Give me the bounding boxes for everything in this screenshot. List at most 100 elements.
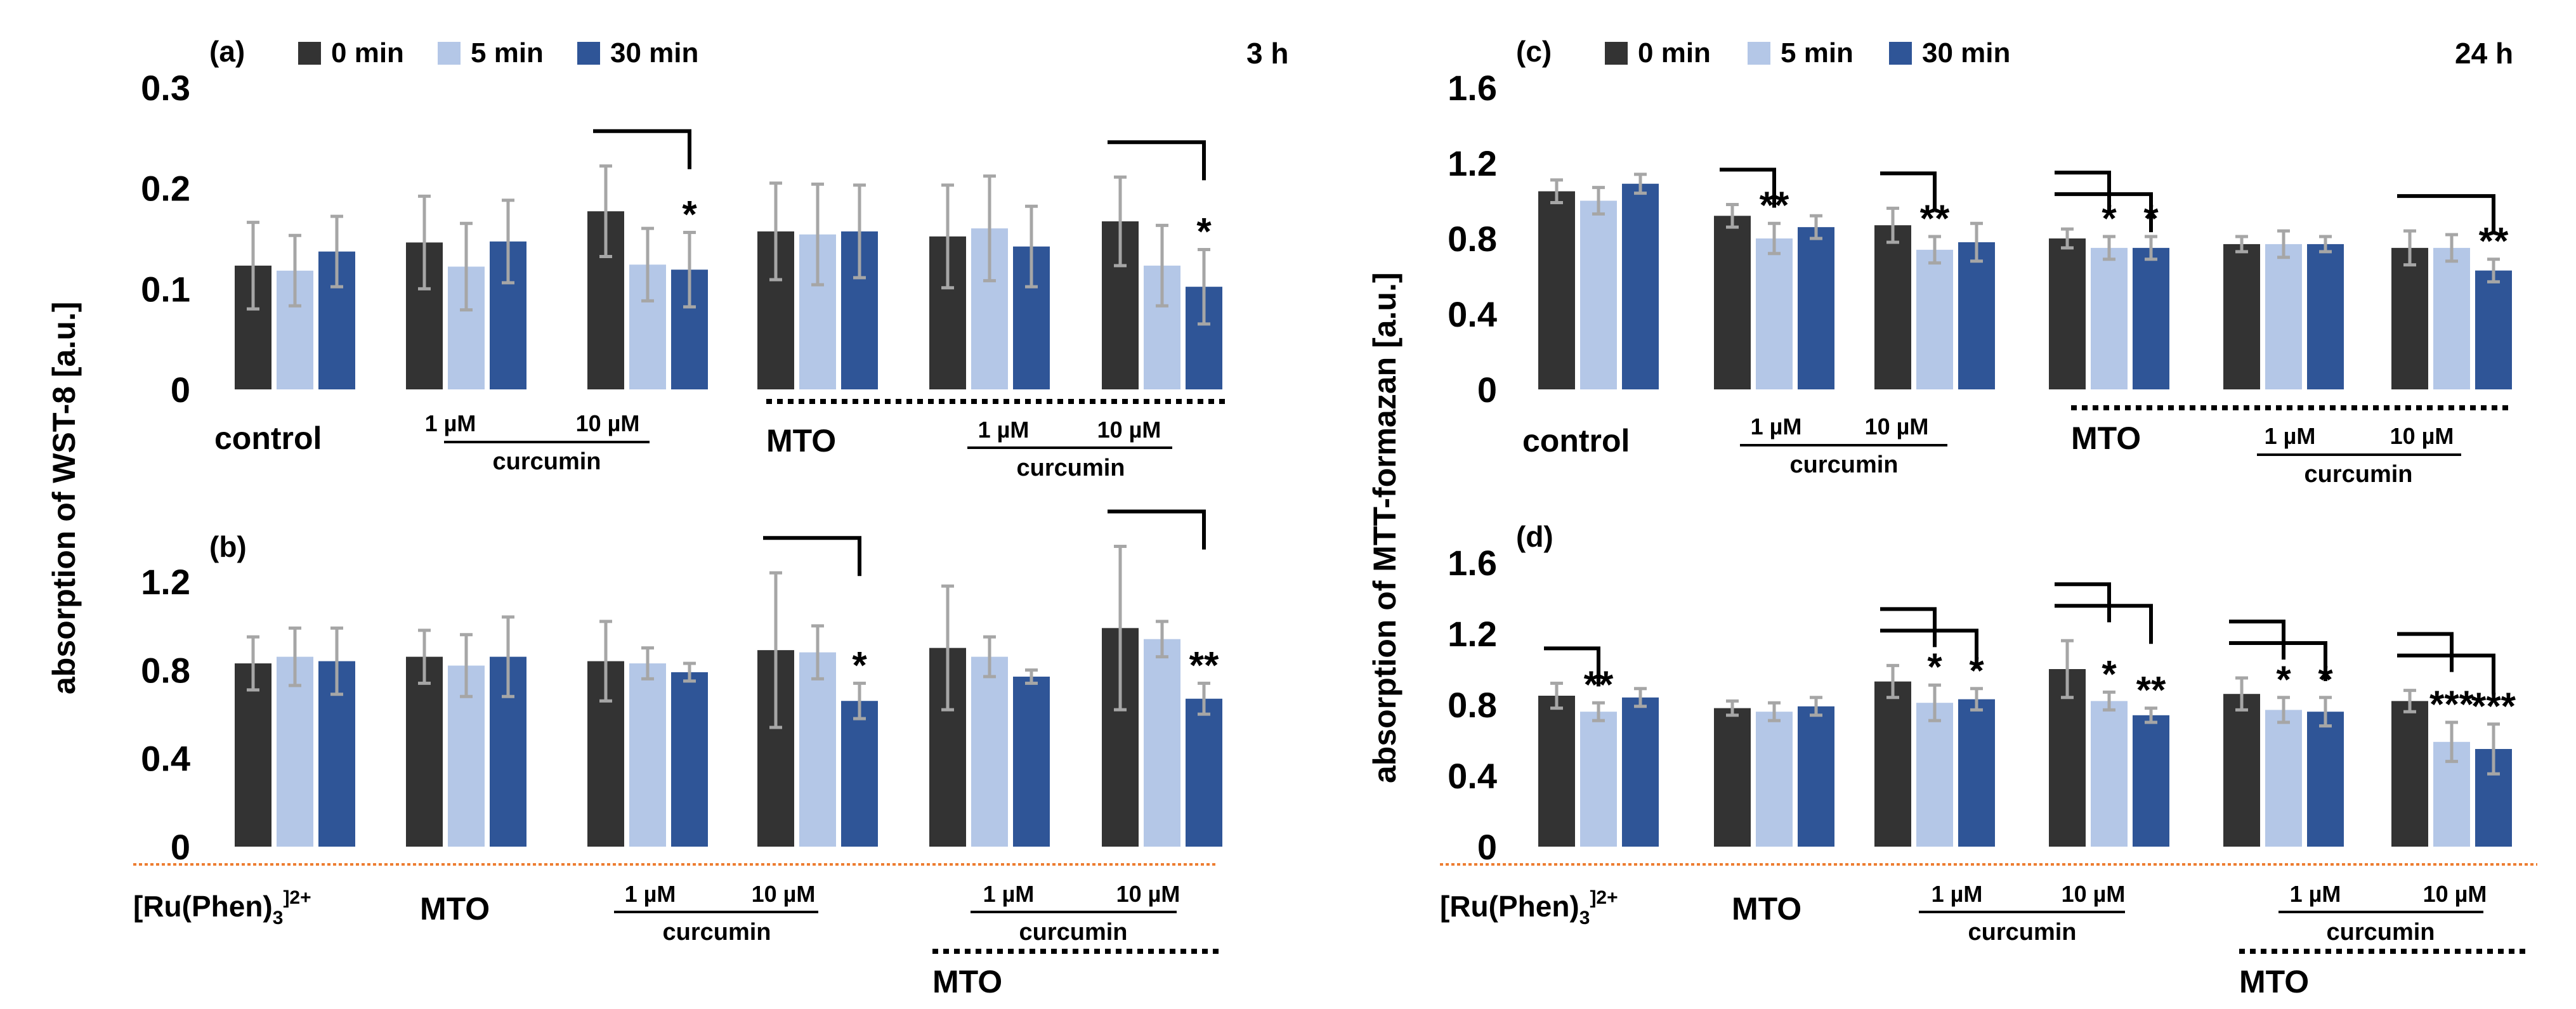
bar-c-g3-s2 xyxy=(1958,242,1995,389)
y-tick-label: 1.2 xyxy=(1448,143,1497,183)
panel-b-label: (b) xyxy=(209,530,247,563)
y-tick-label: 0.8 xyxy=(141,650,190,690)
bar-c-g3-s1 xyxy=(1916,249,1953,389)
bar-c-g1-s1 xyxy=(1580,200,1617,389)
left-y-axis-label: absorption of WST-8 [a.u.] xyxy=(46,302,82,694)
panel-c-plot: 00.40.81.21.6** ** * *** xyxy=(1448,68,2512,410)
group-label-1uM: 1 µM xyxy=(1932,881,1983,907)
significance-stars: *** xyxy=(2429,683,2475,726)
curcumin-label-mto: curcumin xyxy=(1019,919,1127,946)
significance-stars: * xyxy=(1927,646,1942,688)
bar-c-g4-s0 xyxy=(2049,238,2086,389)
y-tick-label: 0.2 xyxy=(141,169,190,209)
comparison-bracket xyxy=(2229,620,2285,660)
bar-c-g5-s2 xyxy=(2307,244,2344,389)
bar-c-g6-s1 xyxy=(2433,247,2470,389)
bar-c-g6-s0 xyxy=(2391,247,2428,389)
ru-phen-text: [Ru(Phen) xyxy=(133,890,273,923)
bar-c-g5-s1 xyxy=(2265,244,2302,389)
y-tick-label: 1.2 xyxy=(141,562,190,602)
group-label-10uM-mto: 10 µM xyxy=(1097,417,1161,443)
curcumin-label-mto: curcumin xyxy=(1016,455,1125,481)
bar-d-g1-s2 xyxy=(1622,697,1659,847)
mto-label: MTO xyxy=(2239,964,2309,999)
legend-label-30min: 30 min xyxy=(610,37,698,68)
bar-c-g6-s2 xyxy=(2475,270,2512,389)
panel-d-annotations: [Ru(Phen)3]2+ MTO 1 µM 10 µM curcumin 1 … xyxy=(1440,881,2528,999)
panel-c: (c) 0 min 5 min 30 min 24 h 0 0.4 0.8 1.2 1.… xyxy=(1448,35,2513,488)
bar-d-g1-s0 xyxy=(1538,696,1575,847)
comparison-bracket xyxy=(2397,632,2454,672)
group-label-control: control xyxy=(214,420,322,456)
panel-c-time-label: 24 h xyxy=(2455,37,2513,70)
comparison-bracket xyxy=(2397,194,2495,235)
bar-b-g4-s1 xyxy=(799,652,836,847)
bar-d-g3-s1 xyxy=(1916,703,1953,847)
ru-phen-superscript: ]2+ xyxy=(1590,887,1618,908)
y-tick-label: 0.8 xyxy=(1448,219,1497,259)
bar-d-g2-s1 xyxy=(1756,712,1793,847)
comparison-bracket xyxy=(763,536,861,576)
significance-stars: * xyxy=(682,193,697,235)
significance-stars: * xyxy=(2102,653,2117,695)
group-label-10uM: 10 µM xyxy=(576,410,640,436)
significance-stars: ** xyxy=(2136,669,2166,712)
panel-c-annotations: control 1 µM 10 µM curcumin MTO 1 µM 10 … xyxy=(1522,405,2509,488)
panel-c-legend: 0 min 5 min 30 min xyxy=(1605,37,2010,68)
y-tick-label: 0.4 xyxy=(1448,294,1497,334)
comparison-bracket xyxy=(2055,582,2111,623)
bar-d-g5-s2 xyxy=(2307,712,2344,847)
legend-swatch-30min xyxy=(1889,42,1912,65)
ru-phen-superscript: ]2+ xyxy=(283,887,311,908)
bar-b-g6-s1 xyxy=(1144,639,1180,847)
mto-label: MTO xyxy=(766,423,836,459)
ru-phen-subscript: 3 xyxy=(1579,908,1590,928)
bar-b-g3-s1 xyxy=(629,663,666,847)
group-label-1uM-mto: 1 µM xyxy=(983,881,1035,907)
bar-c-g3-s0 xyxy=(1874,225,1911,389)
curcumin-label: curcumin xyxy=(662,919,771,946)
bar-d-g2-s0 xyxy=(1714,708,1751,847)
comparison-bracket xyxy=(1108,140,1206,181)
panel-b: (b) 00.40.81.2* ** [Ru(Phen)3]2+ MTO 1 µM… xyxy=(133,509,1222,999)
ru-phen-text: [Ru(Phen) xyxy=(1440,890,1579,923)
legend-swatch-5min xyxy=(1748,42,1770,65)
curcumin-label-mto: curcumin xyxy=(2304,461,2412,488)
panel-c-label: (c) xyxy=(1516,35,1552,68)
bar-b-g1-s0 xyxy=(235,663,271,847)
y-tick-label: 0 xyxy=(171,370,190,410)
panel-b-plot: 00.40.81.2* ** xyxy=(141,509,1222,867)
bar-c-g2-s2 xyxy=(1798,227,1834,389)
comparison-bracket xyxy=(593,129,691,169)
y-tick-label: 0 xyxy=(171,827,190,867)
curcumin-label: curcumin xyxy=(492,448,601,475)
comparison-bracket xyxy=(2055,171,2111,211)
group-label-10uM: 10 µM xyxy=(752,881,816,907)
group-label-10uM-mto: 10 µM xyxy=(1116,881,1180,907)
panel-a-label: (a) xyxy=(209,35,245,68)
bar-d-g5-s0 xyxy=(2223,694,2260,847)
ru-phen-subscript: 3 xyxy=(273,908,284,928)
group-label-10uM: 10 µM xyxy=(1865,413,1929,439)
group-label-ru-phen: [Ru(Phen)3]2+ xyxy=(133,887,311,928)
bar-b-g4-s2 xyxy=(841,701,878,847)
bar-c-g2-s1 xyxy=(1756,238,1793,389)
y-tick-label: 1.6 xyxy=(1448,543,1497,583)
comparison-bracket xyxy=(1880,628,1978,669)
comparison-bracket xyxy=(1108,509,1206,550)
bar-d-g4-s1 xyxy=(2091,701,2128,847)
legend-label-5min: 5 min xyxy=(471,37,544,68)
significance-stars: * xyxy=(1196,210,1212,252)
bar-b-g5-s2 xyxy=(1013,676,1050,847)
bar-c-g1-s0 xyxy=(1538,191,1575,389)
bar-d-g2-s2 xyxy=(1798,706,1834,847)
significance-stars: * xyxy=(852,644,867,686)
group-label-1uM-mto: 1 µM xyxy=(978,417,1030,443)
group-label-10uM-mto: 10 µM xyxy=(2423,881,2487,907)
bar-d-g3-s0 xyxy=(1874,681,1911,847)
comparison-bracket xyxy=(1880,171,1937,212)
bar-c-g4-s2 xyxy=(2133,247,2169,389)
group-label-1uM: 1 µM xyxy=(625,881,676,907)
y-tick-label: 0 xyxy=(1477,827,1497,867)
